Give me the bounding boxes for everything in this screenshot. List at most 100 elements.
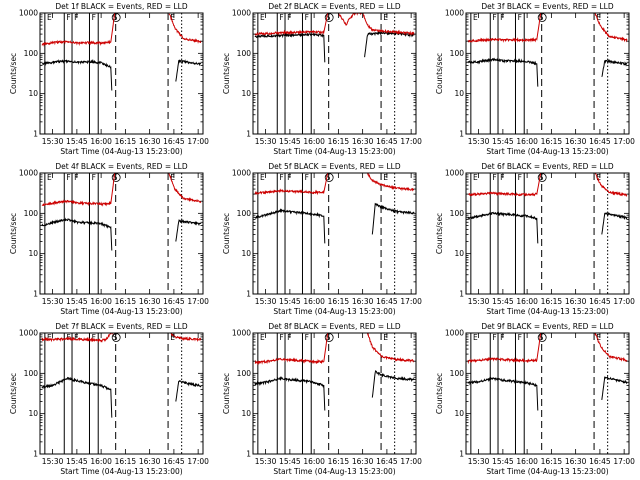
series-line-events — [467, 211, 539, 244]
flag-label: E — [170, 13, 175, 22]
marker-lines — [44, 13, 183, 134]
marker-lines — [470, 173, 609, 294]
series-line-lld — [594, 13, 628, 43]
x-tick-label: 16:15 — [115, 137, 137, 146]
y-axis-label: Counts/sec — [435, 373, 444, 414]
flag-label: F — [74, 13, 78, 22]
flag-label: E — [47, 333, 52, 342]
x-axis-label: Start Time (04-Aug-13 15:23:00) — [273, 307, 395, 316]
flag-label: S — [539, 13, 544, 22]
series-line-lld — [467, 333, 542, 365]
y-tick-label: 1000 — [232, 9, 251, 18]
series-line-lld — [467, 13, 542, 43]
chart-title: Det 7f BLACK = Events, RED = LLD — [55, 322, 188, 331]
flag-label: F — [279, 333, 283, 342]
series-events — [254, 202, 415, 244]
x-tick-label: 16:30 — [352, 137, 374, 146]
y-tick-label: 100 — [450, 49, 465, 58]
flag-label: F — [92, 173, 96, 182]
axes-frame — [252, 12, 417, 135]
y-tick-label: 100 — [450, 209, 465, 218]
series-events — [41, 58, 202, 91]
series-line-events — [175, 218, 202, 242]
x-tick-label: 16:00 — [516, 137, 538, 146]
axes-frame — [465, 12, 630, 135]
y-axis-label: Counts/sec — [435, 53, 444, 94]
y-axis-label: Counts/sec — [222, 213, 231, 254]
series-events — [467, 57, 628, 87]
chart-title: Det 4f BLACK = Events, RED = LLD — [55, 162, 188, 171]
flag-label: E — [596, 173, 601, 182]
flag-label: S — [326, 13, 331, 22]
flag-label: S — [113, 333, 118, 342]
y-axis-label: Counts/sec — [9, 53, 18, 94]
axes-frame — [39, 332, 204, 455]
flag-label: E — [47, 173, 52, 182]
series-lld — [254, 333, 415, 366]
chart-title: Det 2f BLACK = Events, RED = LLD — [268, 2, 401, 11]
flag-label: F — [66, 173, 70, 182]
series-line-events — [601, 375, 628, 400]
x-tick-label: 15:45 — [66, 297, 88, 306]
x-tick-label: 15:45 — [279, 137, 301, 146]
y-axis-label: Counts/sec — [435, 213, 444, 254]
flag-label: E — [596, 13, 601, 22]
y-tick-label: 100 — [24, 369, 39, 378]
x-tick-label: 16:00 — [90, 137, 112, 146]
series-lld — [467, 13, 628, 43]
x-tick-label: 16:45 — [163, 137, 185, 146]
x-tick-label: 16:45 — [589, 457, 611, 466]
flag-label: E — [473, 333, 478, 342]
series-events — [41, 376, 202, 418]
y-tick-label: 100 — [24, 49, 39, 58]
axes-frame — [39, 172, 204, 295]
x-axis-label: Start Time (04-Aug-13 15:23:00) — [273, 467, 395, 476]
x-tick-label: 16:00 — [303, 457, 325, 466]
series-line-events — [41, 376, 113, 418]
series-line-lld — [254, 13, 329, 36]
x-tick-label: 16:15 — [328, 137, 350, 146]
flag-label: F — [92, 13, 96, 22]
x-tick-label: 17:00 — [187, 457, 209, 466]
x-tick-label: 16:00 — [303, 137, 325, 146]
x-tick-label: 16:45 — [376, 297, 398, 306]
chart-title: Det 9f BLACK = Events, RED = LLD — [481, 322, 614, 331]
series-line-events — [467, 376, 539, 411]
series-lld — [467, 333, 628, 365]
flag-label: F — [66, 13, 70, 22]
marker-lines — [44, 333, 183, 454]
series-line-lld — [168, 173, 202, 204]
x-tick-label: 15:30 — [255, 457, 277, 466]
y-axis-label: Counts/sec — [222, 373, 231, 414]
chart-title: Det 6f BLACK = Events, RED = LLD — [481, 162, 614, 171]
series-line-events — [371, 370, 415, 398]
flag-label: F — [279, 13, 283, 22]
series-events — [254, 30, 415, 63]
series-line-lld — [254, 333, 329, 366]
y-tick-label: 10 — [454, 89, 464, 98]
flag-label: E — [473, 13, 478, 22]
x-tick-label: 15:45 — [492, 137, 514, 146]
det-panel-2: Det 2f BLACK = Events, RED = LLD E F F F S E 1 1… — [213, 0, 426, 160]
series-line-lld — [41, 13, 116, 47]
y-axis-label: Counts/sec — [9, 373, 18, 414]
x-axis-label: Start Time (04-Aug-13 15:23:00) — [486, 307, 608, 316]
x-tick-label: 15:45 — [66, 457, 88, 466]
y-tick-label: 100 — [237, 369, 252, 378]
flag-label: S — [326, 333, 331, 342]
chart-title: Det 3f BLACK = Events, RED = LLD — [481, 2, 614, 11]
flag-label: F — [492, 173, 496, 182]
flag-label: F — [500, 333, 504, 342]
x-axis-label: Start Time (04-Aug-13 15:23:00) — [486, 467, 608, 476]
flag-label: F — [518, 13, 522, 22]
y-tick-label: 10 — [454, 409, 464, 418]
y-tick-label: 1000 — [19, 329, 38, 338]
x-tick-label: 15:45 — [279, 297, 301, 306]
series-lld — [254, 173, 415, 196]
series-line-lld — [254, 173, 329, 196]
series-lld — [254, 13, 415, 36]
